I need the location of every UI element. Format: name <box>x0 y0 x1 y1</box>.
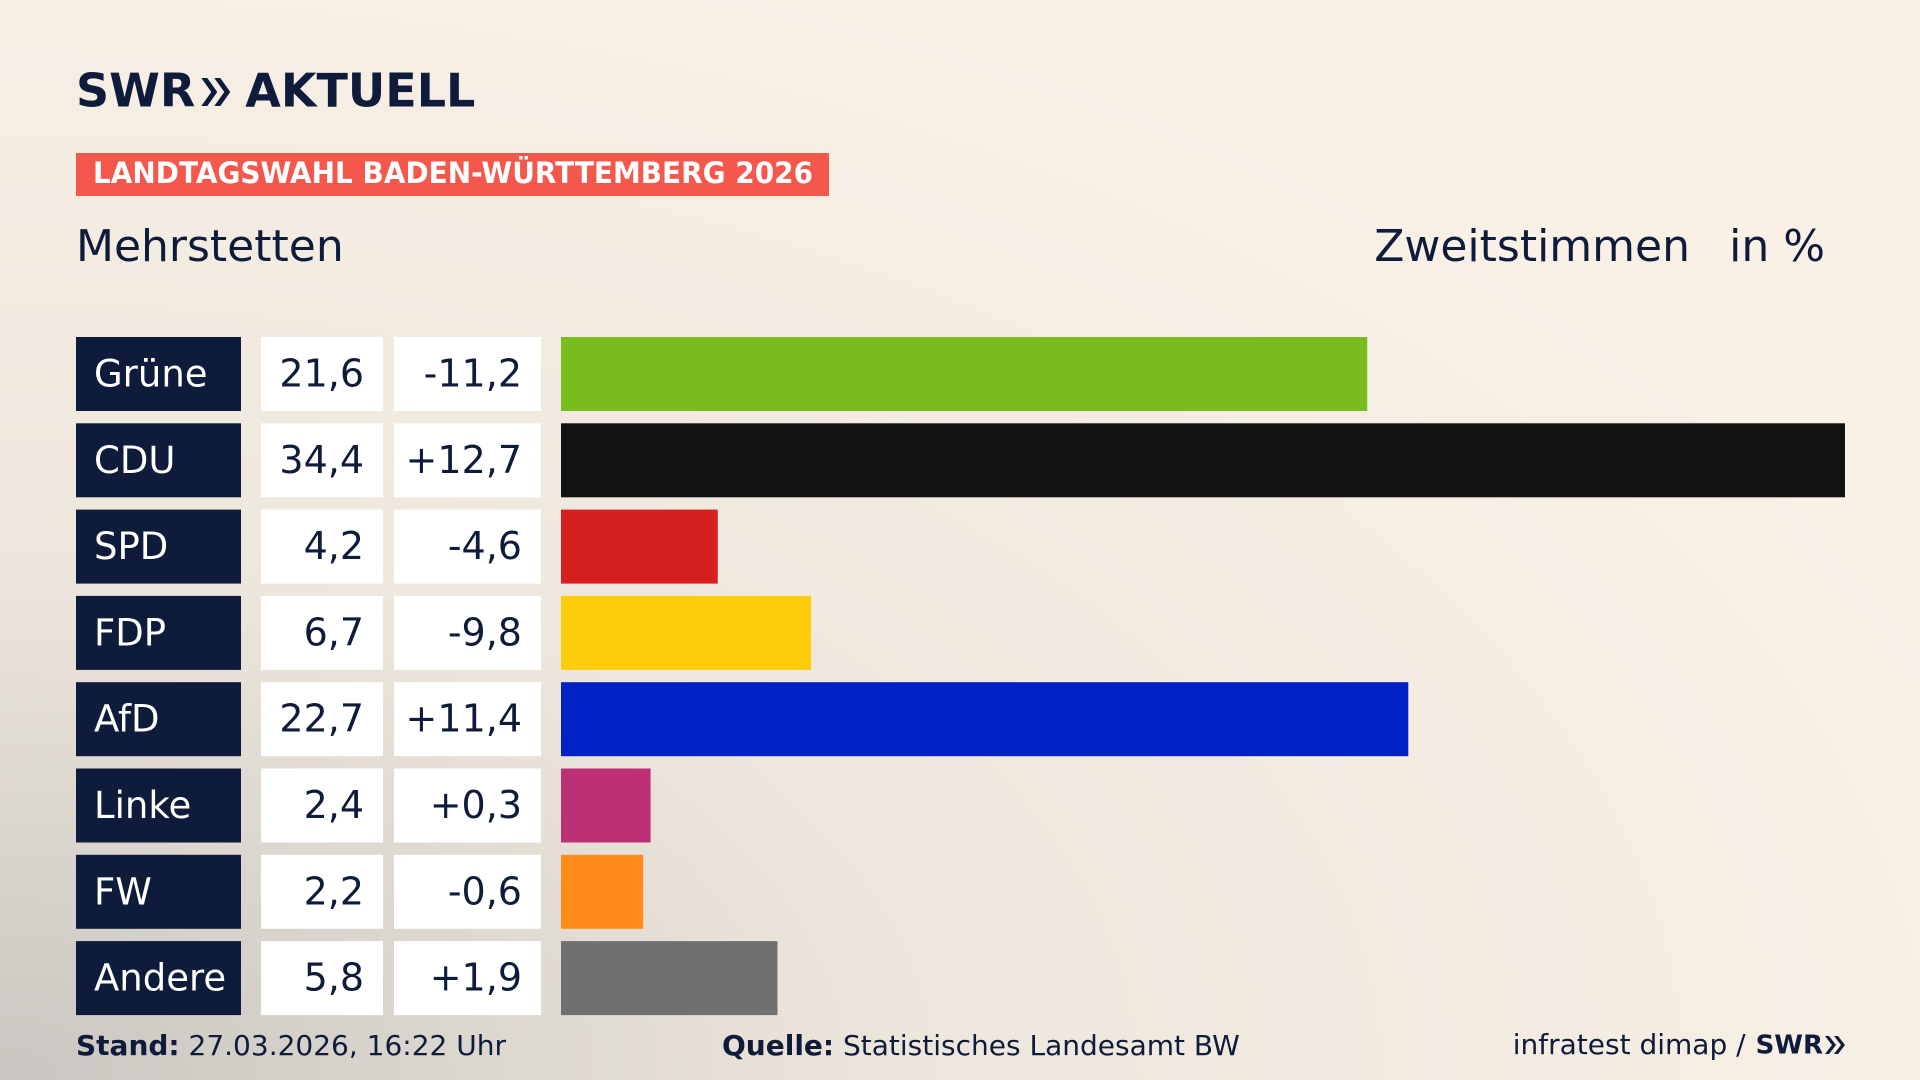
value-box <box>261 595 383 670</box>
value-box <box>261 337 383 411</box>
party-box <box>76 768 241 843</box>
stand-label: Stand: <box>76 1029 180 1062</box>
change-box <box>394 337 541 411</box>
change-label: +12,7 <box>406 438 522 482</box>
change-box <box>394 595 541 670</box>
bar <box>561 337 1368 411</box>
value-box <box>261 941 383 1016</box>
party-box <box>76 509 241 584</box>
banner: LANDTAGSWAHL BADEN-WÜRTTEMBERG 2026 <box>93 156 813 190</box>
value-label: 34,4 <box>279 438 364 482</box>
bar <box>561 595 812 670</box>
party-box <box>76 941 241 1016</box>
party-label: Linke <box>94 784 191 827</box>
value-label: 4,2 <box>304 524 364 568</box>
value-label: 2,2 <box>304 869 364 913</box>
brand: SWR <box>76 64 195 118</box>
change-label: +0,3 <box>430 783 522 827</box>
value-label: 2,4 <box>304 783 364 827</box>
party-box <box>76 682 241 757</box>
party-label: FW <box>94 870 152 913</box>
chart-title: Mehrstetten <box>76 221 344 272</box>
change-label: -9,8 <box>448 610 522 654</box>
value-box <box>261 423 383 498</box>
party-box <box>76 595 241 670</box>
party-label: AfD <box>94 698 160 741</box>
party-label: Grüne <box>94 353 208 396</box>
party-box <box>76 423 241 498</box>
brand-chevrons <box>201 78 231 106</box>
value-label: 22,7 <box>279 697 364 741</box>
value-box <box>261 768 383 843</box>
bar <box>561 423 1845 498</box>
value-box <box>261 854 383 929</box>
source-label: Quelle: <box>722 1029 834 1062</box>
change-box <box>394 768 541 843</box>
value-label: 21,6 <box>279 352 364 396</box>
value-box <box>261 682 383 757</box>
value-label: 5,8 <box>304 956 364 1000</box>
footer-source: Quelle: Statistisches Landesamt BW <box>722 1029 1240 1062</box>
change-label: -11,2 <box>424 352 522 396</box>
footer-stand: Stand: 27.03.2026, 16:22 Uhr <box>76 1029 506 1062</box>
change-label: +11,4 <box>406 697 522 741</box>
unit-label: in % <box>1729 221 1825 272</box>
bar <box>561 941 778 1016</box>
series-label: Zweitstimmen <box>1374 221 1690 272</box>
party-box <box>76 337 241 411</box>
value-label: 6,7 <box>304 610 364 654</box>
credit: infratest dimap / <box>1513 1028 1746 1061</box>
change-label: +1,9 <box>430 956 522 1000</box>
bar <box>561 854 644 929</box>
credit-brand: SWR <box>1756 1031 1823 1061</box>
party-label: FDP <box>94 611 166 654</box>
party-label: SPD <box>94 525 168 568</box>
bar <box>561 682 1409 757</box>
source: Statistisches Landesamt BW <box>843 1029 1240 1062</box>
banner-bg <box>76 153 829 196</box>
change-box <box>394 509 541 584</box>
bar <box>561 768 651 843</box>
party-label: Andere <box>94 957 226 1000</box>
change-box <box>394 854 541 929</box>
change-label: -0,6 <box>448 869 522 913</box>
value-box <box>261 509 383 584</box>
change-box <box>394 682 541 757</box>
stand: 27.03.2026, 16:22 Uhr <box>189 1029 507 1062</box>
bar <box>561 509 718 584</box>
change-box <box>394 423 541 498</box>
credit-chevrons <box>1825 1036 1845 1054</box>
change-box <box>394 941 541 1016</box>
brand-suffix: AKTUELL <box>245 64 475 118</box>
change-label: -4,6 <box>448 524 522 568</box>
party-box <box>76 854 241 929</box>
party-label: CDU <box>94 439 175 482</box>
